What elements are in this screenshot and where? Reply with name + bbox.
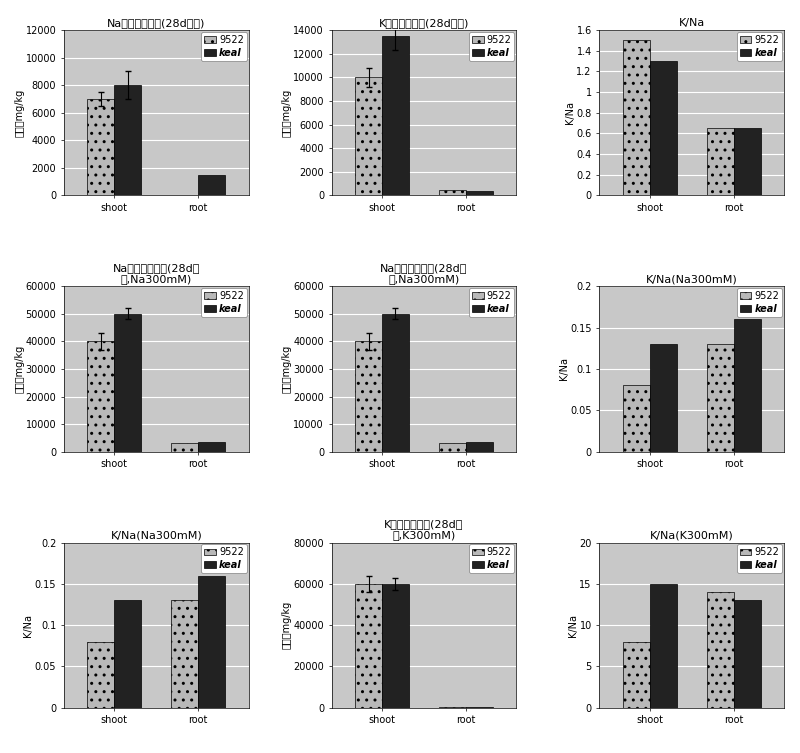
Y-axis label: 单位：mg/kg: 单位：mg/kg <box>282 89 292 137</box>
Bar <box>87 341 114 452</box>
Y-axis label: K/Na: K/Na <box>568 614 578 637</box>
Title: K/Na(Na300mM): K/Na(Na300mM) <box>646 274 738 284</box>
Bar <box>171 444 198 452</box>
Bar <box>198 175 225 196</box>
Title: K/Na(Na300mM): K/Na(Na300mM) <box>110 530 202 541</box>
Bar <box>466 191 493 196</box>
Bar <box>706 592 734 708</box>
Y-axis label: 单位：mg/kg: 单位：mg/kg <box>282 601 292 649</box>
Y-axis label: K/Na: K/Na <box>559 358 569 380</box>
Legend: 9522, keal: 9522, keal <box>202 288 246 317</box>
Y-axis label: K/Na: K/Na <box>565 101 575 124</box>
Bar <box>734 319 761 452</box>
Bar <box>382 36 409 196</box>
Bar <box>87 99 114 196</box>
Legend: 9522, keal: 9522, keal <box>469 288 514 317</box>
Bar <box>382 584 409 708</box>
Bar <box>706 128 734 196</box>
Bar <box>650 584 677 708</box>
Bar <box>87 642 114 708</box>
Legend: 9522, keal: 9522, keal <box>202 32 246 61</box>
Bar <box>734 600 761 708</box>
Title: K/Na: K/Na <box>678 18 705 28</box>
Legend: 9522, keal: 9522, keal <box>469 32 514 61</box>
Title: Na元素浓度测定(28d小
苗,Na300mM): Na元素浓度测定(28d小 苗,Na300mM) <box>380 263 468 284</box>
Bar <box>114 85 142 196</box>
Bar <box>382 314 409 452</box>
Bar <box>198 575 225 708</box>
Bar <box>623 386 650 452</box>
Bar <box>650 344 677 452</box>
Legend: 9522, keal: 9522, keal <box>737 288 782 317</box>
Bar <box>439 444 466 452</box>
Legend: 9522, keal: 9522, keal <box>202 544 246 573</box>
Title: Na元素浓度测定(28d小苗): Na元素浓度测定(28d小苗) <box>107 18 206 28</box>
Bar <box>198 442 225 452</box>
Legend: 9522, keal: 9522, keal <box>469 544 514 573</box>
Bar <box>439 707 466 708</box>
Title: Na元素浓度测定(28d小
苗,Na300mM): Na元素浓度测定(28d小 苗,Na300mM) <box>113 263 200 284</box>
Bar <box>114 600 142 708</box>
Bar <box>439 190 466 196</box>
Bar <box>466 442 493 452</box>
Bar <box>623 642 650 708</box>
Bar <box>114 314 142 452</box>
Y-axis label: 单位：mg/kg: 单位：mg/kg <box>14 89 24 137</box>
Bar <box>355 341 382 452</box>
Bar <box>171 600 198 708</box>
Y-axis label: K/Na: K/Na <box>23 614 34 637</box>
Y-axis label: 单位：mg/kg: 单位：mg/kg <box>14 345 24 393</box>
Bar <box>623 41 650 196</box>
Bar <box>466 707 493 708</box>
Bar <box>734 128 761 196</box>
Legend: 9522, keal: 9522, keal <box>737 32 782 61</box>
Bar <box>650 61 677 196</box>
Legend: 9522, keal: 9522, keal <box>737 544 782 573</box>
Y-axis label: 单位：mg/kg: 单位：mg/kg <box>282 345 292 393</box>
Bar <box>355 584 382 708</box>
Title: K/Na(K300mM): K/Na(K300mM) <box>650 530 734 541</box>
Bar <box>706 344 734 452</box>
Bar <box>355 78 382 196</box>
Title: K元素浓度测定(28d小
苗,K300mM): K元素浓度测定(28d小 苗,K300mM) <box>384 519 464 541</box>
Title: K元素浓度测定(28d小苗): K元素浓度测定(28d小苗) <box>379 18 469 28</box>
